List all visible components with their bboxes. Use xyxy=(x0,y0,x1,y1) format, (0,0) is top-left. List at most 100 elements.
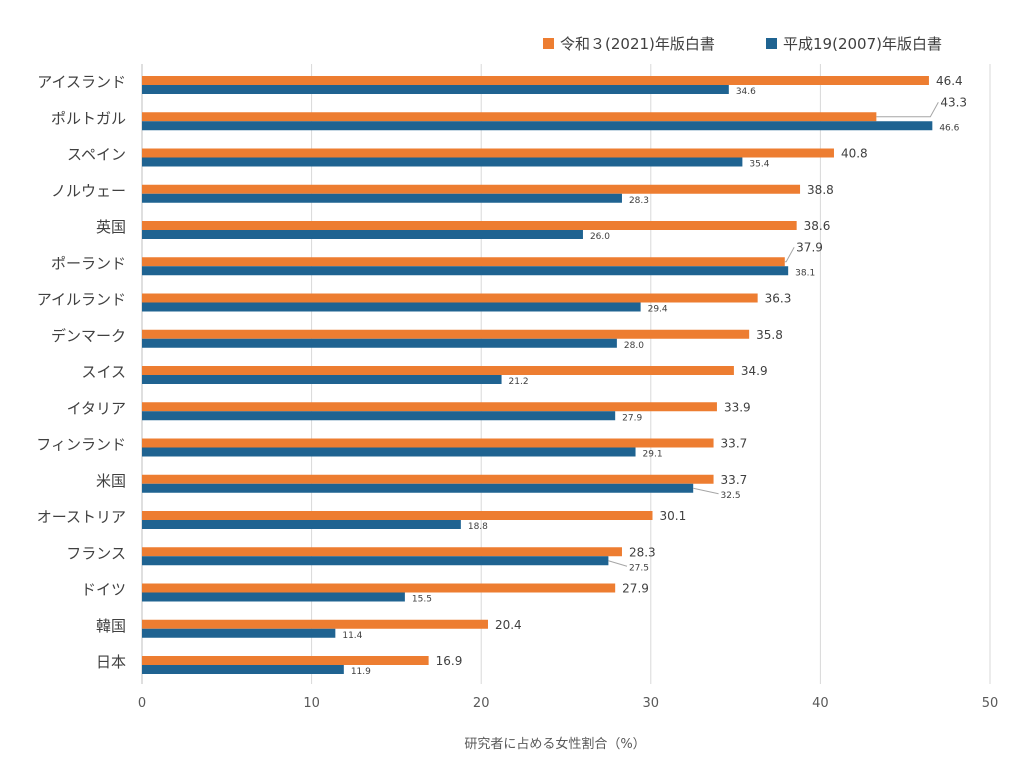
data-label-series-1: 32.5 xyxy=(721,491,741,501)
data-label-series-1: 29.4 xyxy=(648,305,668,315)
data-label-series-1: 26.0 xyxy=(590,232,610,242)
data-label-series-0: 33.9 xyxy=(724,400,751,414)
category-label: デンマーク xyxy=(51,327,126,345)
bar-series-1 xyxy=(142,230,583,239)
leader-line xyxy=(784,247,795,263)
leader-line xyxy=(876,102,939,118)
bar-series-0 xyxy=(142,112,877,122)
bar-series-0 xyxy=(142,366,734,375)
data-label-series-0: 34.9 xyxy=(741,364,768,378)
bar-series-1 xyxy=(142,447,636,457)
category-label: ポーランド xyxy=(51,254,126,272)
bars xyxy=(142,76,933,674)
data-label-series-1: 27.5 xyxy=(629,563,649,573)
data-label-series-1: 28.3 xyxy=(629,196,649,206)
bar-series-0 xyxy=(142,474,714,484)
category-label: ドイツ xyxy=(81,581,126,599)
data-label-series-0: 46.4 xyxy=(936,74,963,88)
bar-series-0 xyxy=(142,221,797,230)
data-label-series-0: 38.6 xyxy=(804,219,831,233)
bar-series-1 xyxy=(142,85,729,94)
x-ticks: 0 10 20 30 40 50 xyxy=(138,696,998,711)
data-label-series-0: 35.8 xyxy=(756,328,783,342)
legend-label-series-0: 令和３(2021)年版白書 xyxy=(560,35,715,53)
data-label-series-0: 38.8 xyxy=(807,183,834,197)
category-label: 米国 xyxy=(96,472,126,490)
data-label-series-0: 33.7 xyxy=(721,437,748,451)
bar-series-1 xyxy=(142,483,694,493)
bar-series-1 xyxy=(142,266,789,276)
category-label: フィンランド xyxy=(36,436,126,454)
legend-swatch-series-0 xyxy=(543,38,554,49)
data-label-series-0: 28.3 xyxy=(629,545,656,559)
data-label-series-1: 15.5 xyxy=(412,595,432,605)
bar-series-0 xyxy=(142,619,488,629)
bar-series-1 xyxy=(142,302,641,312)
leader-line xyxy=(608,560,628,567)
bar-series-1 xyxy=(142,121,933,131)
data-label-series-1: 29.1 xyxy=(643,450,663,460)
category-label: ノルウェー xyxy=(51,182,126,200)
bar-series-0 xyxy=(142,329,750,339)
x-tick-label: 10 xyxy=(303,696,320,711)
data-label-series-1: 11.4 xyxy=(342,631,362,641)
x-tick-label: 30 xyxy=(643,696,660,711)
bar-series-1 xyxy=(142,592,405,602)
data-label-series-1: 34.6 xyxy=(736,87,756,97)
bar-series-0 xyxy=(142,511,653,520)
category-label: イタリア xyxy=(67,399,126,417)
bar-series-1 xyxy=(142,375,502,384)
bar-series-0 xyxy=(142,547,622,557)
category-label: 英国 xyxy=(96,218,126,236)
bar-series-1 xyxy=(142,157,743,167)
x-tick-label: 0 xyxy=(138,696,146,711)
data-label-series-0: 36.3 xyxy=(765,292,792,306)
data-label-series-1: 35.4 xyxy=(749,160,769,170)
category-label: 韓国 xyxy=(96,617,126,635)
bar-series-1 xyxy=(142,338,617,348)
data-label-series-0: 40.8 xyxy=(841,147,868,161)
x-tick-label: 50 xyxy=(982,696,999,711)
bar-series-1 xyxy=(142,411,616,421)
bar-series-0 xyxy=(142,76,929,85)
bar-series-1 xyxy=(142,520,461,529)
data-label-series-1: 21.2 xyxy=(509,377,529,387)
data-label-series-0: 16.9 xyxy=(436,654,463,668)
data-label-series-1: 28.0 xyxy=(624,341,644,351)
legend-label-series-1: 平成19(2007)年版白書 xyxy=(783,35,942,53)
bar-series-0 xyxy=(142,402,717,412)
bar-series-0 xyxy=(142,438,714,448)
legend-swatch-series-1 xyxy=(766,38,777,49)
data-label-series-1: 27.9 xyxy=(622,413,642,423)
bar-series-1 xyxy=(142,628,336,638)
legend: 令和３(2021)年版白書 平成19(2007)年版白書 xyxy=(543,35,942,53)
data-label-series-1: 46.6 xyxy=(939,123,959,133)
bar-series-0 xyxy=(142,583,616,593)
data-label-series-0: 30.1 xyxy=(659,509,686,523)
bar-series-0 xyxy=(142,293,758,303)
bar-series-0 xyxy=(142,656,429,665)
bar-series-1 xyxy=(142,193,622,203)
category-label: ポルトガル xyxy=(51,109,126,127)
category-label: スイス xyxy=(81,363,126,381)
bar-series-0 xyxy=(142,184,801,194)
data-label-series-0: 27.9 xyxy=(622,582,649,596)
bar-series-1 xyxy=(142,556,609,566)
bar-series-0 xyxy=(142,257,785,267)
value-labels: 46.4 34.6 43.3 46.6 40.8 35.4 38.8 28.3 38.6 26.0… xyxy=(342,74,967,677)
category-label: オーストリア xyxy=(37,508,126,526)
data-label-series-1: 11.9 xyxy=(351,667,371,677)
category-label: フランス xyxy=(66,544,126,562)
data-label-series-0: 20.4 xyxy=(495,618,522,632)
data-label-series-1: 38.1 xyxy=(795,268,815,278)
bar-series-1 xyxy=(142,665,344,674)
data-label-series-0: 37.9 xyxy=(796,240,823,254)
category-label: 日本 xyxy=(96,653,126,671)
category-label: アイルランド xyxy=(37,291,126,309)
data-label-series-1: 18.8 xyxy=(468,522,488,532)
x-axis-title: 研究者に占める女性割合（%） xyxy=(464,736,645,752)
leader-line xyxy=(693,487,719,495)
data-label-series-0: 33.7 xyxy=(721,473,748,487)
x-tick-label: 20 xyxy=(473,696,490,711)
category-labels: アイスランドポルトガルスペインノルウェー英国ポーランドアイルランドデンマークスイ… xyxy=(36,73,126,671)
